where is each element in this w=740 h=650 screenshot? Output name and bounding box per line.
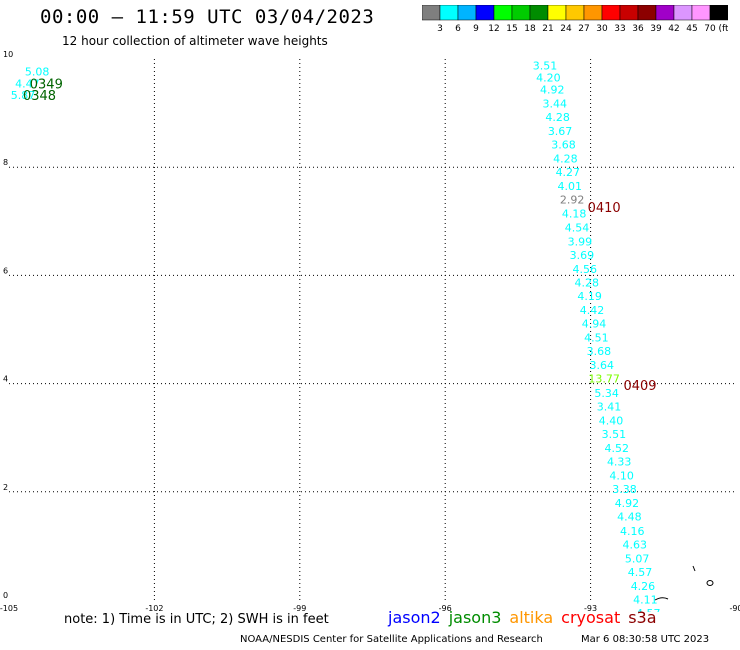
x-tick-label: -93 <box>584 604 597 612</box>
colorbar-label: 3 <box>437 24 443 34</box>
wave-height-value: 4.40 <box>599 414 624 427</box>
wave-height-value: 4.33 <box>607 456 632 469</box>
wave-height-value: 4.48 <box>617 511 642 524</box>
chart-title: 00:00 – 11:59 UTC 03/04/2023 <box>40 6 375 28</box>
coastline-outline <box>654 597 669 601</box>
wave-height-value: 4.16 <box>620 525 645 538</box>
wave-height-value: 4.26 <box>631 580 656 593</box>
chart-subtitle: 12 hour collection of altimeter wave hei… <box>62 34 328 48</box>
wave-height-value: 3.51 <box>602 428 627 441</box>
x-tick-label: -96 <box>439 604 452 612</box>
colorbar-label: 21 <box>542 24 553 34</box>
colorbar-label: 45 <box>686 24 697 34</box>
colorbar-label: 27 <box>578 24 589 34</box>
colorbar-unit: (ft) <box>718 24 728 34</box>
y-tick-label: 10 <box>3 50 13 59</box>
colorbar-label: 30 <box>596 24 608 34</box>
colorbar-label: 6 <box>455 24 461 34</box>
island-outline <box>706 580 714 586</box>
x-tick-label: -99 <box>293 604 306 612</box>
wave-height-value: 3.99 <box>568 235 593 248</box>
colorbar-label: 33 <box>614 24 625 34</box>
wave-height-value: 4.57 <box>628 566 653 579</box>
colorbar-label: 36 <box>632 24 644 34</box>
x-tick-label: -102 <box>145 604 163 612</box>
satellite-legend: jason2 jason3 altika cryosat s3a <box>388 608 665 627</box>
pass-time-label: 0348 <box>23 89 56 104</box>
wave-height-value: 3.69 <box>570 249 595 262</box>
wave-height-value: 3.67 <box>548 125 573 138</box>
wave-height-value: 4.47 <box>15 77 40 90</box>
wave-height-value: 4.92 <box>540 83 565 96</box>
wave-height-value: 4.28 <box>545 111 570 124</box>
wave-height-value: 3.68 <box>551 138 576 151</box>
colorbar-label: 18 <box>524 24 536 34</box>
pass-time-label: 0409 <box>623 379 656 394</box>
legend-item-jason3: jason3 <box>448 608 502 627</box>
footnote: note: 1) Time is in UTC; 2) SWH is in fe… <box>64 612 329 627</box>
island-outline <box>692 565 696 572</box>
wave-height-value: 4.11 <box>633 593 658 606</box>
colorbar-label: 39 <box>650 24 662 34</box>
colorbar-label: 42 <box>668 24 679 34</box>
wave-height-value: 5.87 <box>11 89 36 102</box>
wave-height-value: 4.54 <box>565 221 590 234</box>
wave-height-value: 4.94 <box>582 318 607 331</box>
wave-height-value: 4.42 <box>580 304 605 317</box>
pass-time-label: 0349 <box>30 77 63 92</box>
wave-height-value: 5.08 <box>25 65 50 78</box>
wave-height-value: 4.57 <box>636 607 661 612</box>
y-tick-label: 8 <box>3 158 8 167</box>
wave-height-value: 4.28 <box>553 153 578 166</box>
y-tick-label: 4 <box>3 375 8 384</box>
legend-item-s3a: s3a <box>628 608 657 627</box>
pass-time-label: 0410 <box>588 201 621 216</box>
colorbar-label: 24 <box>560 24 572 34</box>
y-tick-label: 2 <box>3 483 8 492</box>
legend-item-jason2: jason2 <box>388 608 441 627</box>
credit-line: NOAA/NESDIS Center for Satellite Applica… <box>240 634 543 645</box>
wave-height-value: 5.34 <box>594 387 619 400</box>
wave-height-value: 5.07 <box>625 552 650 565</box>
wave-height-value: 3.41 <box>597 400 622 413</box>
colorbar-label: 70 <box>704 24 716 34</box>
wave-height-value: 13.77 <box>588 373 620 386</box>
colorbar-swatch <box>709 5 728 21</box>
wave-height-value: 4.18 <box>562 208 587 221</box>
wave-height-value: 4.28 <box>574 276 599 289</box>
wave-height-value: 4.20 <box>536 71 561 84</box>
x-tick-label: -105 <box>0 604 18 612</box>
legend-item-altika: altika <box>509 608 554 627</box>
wave-height-value: 2.92 <box>560 194 585 207</box>
wave-height-value: 3.51 <box>533 59 558 72</box>
wave-height-value: 4.56 <box>573 263 598 276</box>
wave-height-value: 4.01 <box>558 180 583 193</box>
wave-height-value: 4.52 <box>605 442 630 455</box>
colorbar-label: 12 <box>488 24 499 34</box>
wave-height-value: 3.64 <box>589 359 614 372</box>
colorbar-label: 15 <box>506 24 517 34</box>
credit-timestamp: Mar 6 08:30:58 UTC 2023 <box>581 634 710 645</box>
wave-height-value: 4.10 <box>609 470 634 483</box>
wave-height-value: 4.63 <box>622 538 647 551</box>
wave-height-plot: -105 -102 -99 -96 -93 -90 0 2 4 6 8 10 5.084.475.87 3… <box>0 50 740 612</box>
y-tick-label: 6 <box>3 266 8 275</box>
wave-height-value: 4.51 <box>584 332 609 345</box>
wave-height-value: 3.38 <box>612 483 637 496</box>
colorbar-label: 9 <box>473 24 479 34</box>
wave-height-value: 4.19 <box>577 290 602 303</box>
x-tick-label: -90 <box>729 604 740 612</box>
wave-height-value: 4.92 <box>615 497 640 510</box>
y-tick-label: 0 <box>3 591 8 600</box>
wave-height-value: 3.44 <box>542 97 567 110</box>
wave-height-value: 3.68 <box>587 345 612 358</box>
legend-item-cryosat: cryosat <box>561 608 621 627</box>
wave-height-value: 4.27 <box>556 166 581 179</box>
